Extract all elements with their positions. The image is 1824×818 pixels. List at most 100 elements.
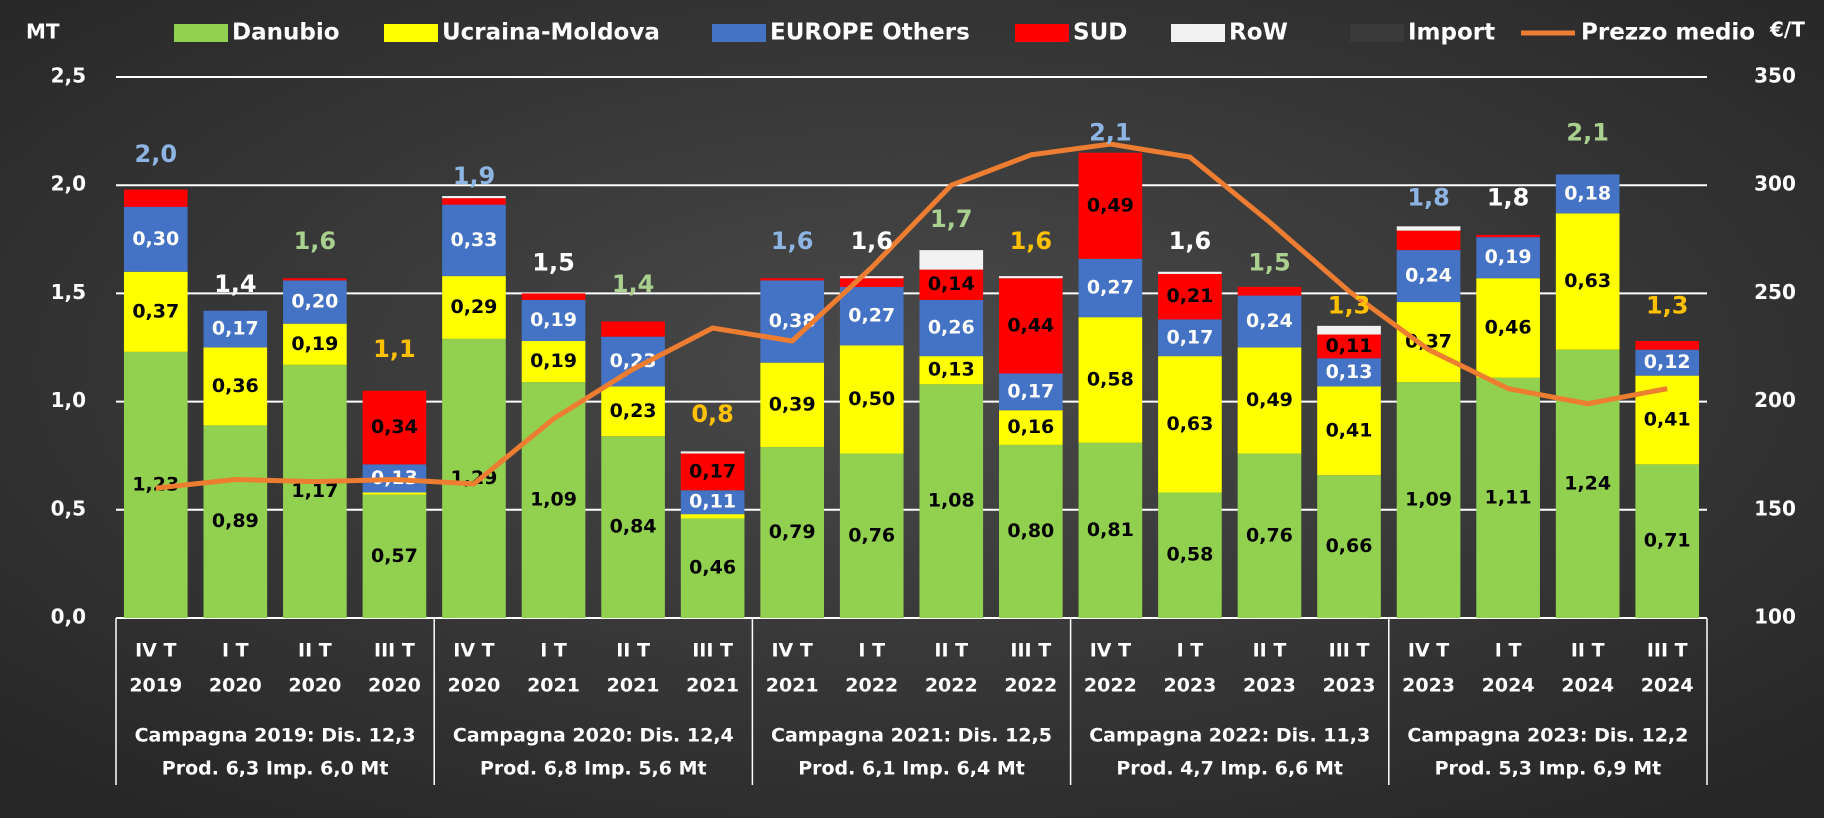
bar-segment — [1555, 174, 1620, 214]
total-label: 1,1 — [373, 335, 416, 363]
y2-axis-label: €/T — [1769, 18, 1805, 42]
bar-segment — [1317, 334, 1381, 359]
bar-segment — [601, 321, 665, 337]
data-label: 0,58 — [1166, 544, 1213, 566]
data-label: 0,19 — [1485, 246, 1532, 268]
total-label: 1,5 — [532, 248, 575, 276]
bar-segment — [1078, 152, 1143, 259]
y-tick-label: 1,5 — [51, 280, 86, 304]
x-tick-label: III T — [374, 640, 415, 662]
bar-segment — [601, 436, 665, 618]
data-label: 0,20 — [291, 291, 338, 313]
data-label: 0,37 — [132, 300, 179, 322]
legend-swatch — [712, 24, 766, 42]
bar-segment — [680, 518, 745, 618]
x-tick-label: I T — [1495, 640, 1522, 662]
x-tick-label: 2023 — [1402, 675, 1455, 697]
data-label: 1,17 — [291, 480, 338, 502]
bar-segment — [601, 386, 665, 437]
x-tick-label: 2023 — [1163, 675, 1216, 697]
price-line — [155, 141, 1668, 491]
data-label: 1,24 — [1564, 472, 1611, 494]
x-tick-label: 2021 — [686, 675, 739, 697]
x-tick-label: IV T — [453, 640, 494, 662]
data-label: 0,34 — [371, 416, 418, 438]
x-tick-label: I T — [222, 640, 249, 662]
data-label: 0,19 — [530, 350, 577, 372]
group-label: Prod. 6,1 Imp. 6,4 Mt — [798, 758, 1025, 780]
data-label: 0,12 — [1644, 351, 1691, 373]
bar-segment — [919, 299, 984, 357]
x-tick-label: 2024 — [1641, 675, 1694, 697]
x-tick-label: II T — [1253, 640, 1287, 662]
legend-label: Import — [1408, 20, 1495, 46]
bar-segment — [1476, 377, 1540, 618]
bar-segment — [442, 196, 506, 199]
total-label: 1,6 — [1010, 227, 1053, 255]
data-label: 0,80 — [1007, 520, 1054, 542]
data-label: 1,09 — [1405, 489, 1452, 511]
data-label: 0,66 — [1326, 535, 1373, 557]
x-tick-label: 2022 — [925, 675, 978, 697]
bar-segment — [999, 444, 1063, 618]
data-label: 0,46 — [1485, 317, 1532, 339]
bar-segment — [1476, 237, 1540, 279]
total-label: 1,5 — [1248, 248, 1291, 276]
data-label: 0,29 — [451, 296, 498, 318]
data-label: 0,50 — [848, 388, 895, 410]
bar-segment — [839, 345, 904, 454]
y2-tick-label: 150 — [1754, 496, 1796, 520]
data-label: 0,33 — [451, 229, 498, 251]
total-label: 1,6 — [294, 227, 337, 255]
total-label: 1,4 — [612, 270, 655, 298]
data-label: 0,71 — [1644, 530, 1691, 552]
data-label: 0,24 — [1246, 310, 1293, 332]
total-label: 1,6 — [850, 227, 893, 255]
bar-segment — [1158, 319, 1222, 357]
bar-segment — [1635, 464, 1700, 618]
data-label: 0,81 — [1087, 519, 1134, 541]
bar-segment — [1555, 349, 1620, 618]
data-label: 0,13 — [928, 359, 975, 381]
data-label: 0,11 — [1326, 335, 1373, 357]
bar-segment — [362, 492, 427, 495]
group-label: Prod. 6,8 Imp. 5,6 Mt — [480, 758, 707, 780]
group-label: Prod. 5,3 Imp. 6,9 Mt — [1435, 758, 1662, 780]
bar-segment — [919, 250, 984, 270]
data-label: 1,23 — [132, 473, 179, 495]
bar-segment — [1317, 475, 1381, 618]
bar-segment — [680, 451, 745, 454]
data-label: 0,84 — [610, 516, 657, 538]
bar-segment — [362, 390, 427, 465]
x-tick-label: 2020 — [209, 675, 262, 697]
data-label: 0,38 — [769, 310, 816, 332]
bar-segment — [1237, 295, 1302, 348]
bar-segment — [283, 280, 347, 324]
legend-label: EUROPE Others — [770, 20, 970, 46]
data-label: 0,49 — [1087, 194, 1134, 216]
data-label: 0,23 — [610, 400, 657, 422]
data-label: 1,11 — [1485, 486, 1532, 508]
legend-label: Danubio — [232, 20, 340, 46]
x-tick-label: 2021 — [766, 675, 819, 697]
bar-segment — [999, 278, 1063, 374]
bar-segment — [203, 310, 268, 348]
bar-segment — [760, 278, 824, 281]
x-tick-label: III T — [1647, 640, 1688, 662]
x-tick-label: I T — [540, 640, 567, 662]
group-label: Prod. 4,7 Imp. 6,6 Mt — [1116, 758, 1343, 780]
x-tick-label: II T — [1571, 640, 1605, 662]
total-label: 2,1 — [1566, 119, 1609, 147]
bar-segment — [283, 278, 347, 281]
bar-segment — [442, 276, 506, 339]
x-tick-label: 2020 — [368, 675, 421, 697]
bar-segment — [760, 362, 824, 448]
legend-label: Ucraina-Moldova — [442, 20, 660, 46]
legend-swatch — [1350, 24, 1404, 42]
legend-swatch — [1171, 24, 1225, 42]
data-label: 0,14 — [928, 273, 975, 295]
total-label: 0,8 — [691, 400, 734, 428]
data-label: 0,58 — [1087, 368, 1134, 390]
bar-segment — [442, 338, 506, 618]
